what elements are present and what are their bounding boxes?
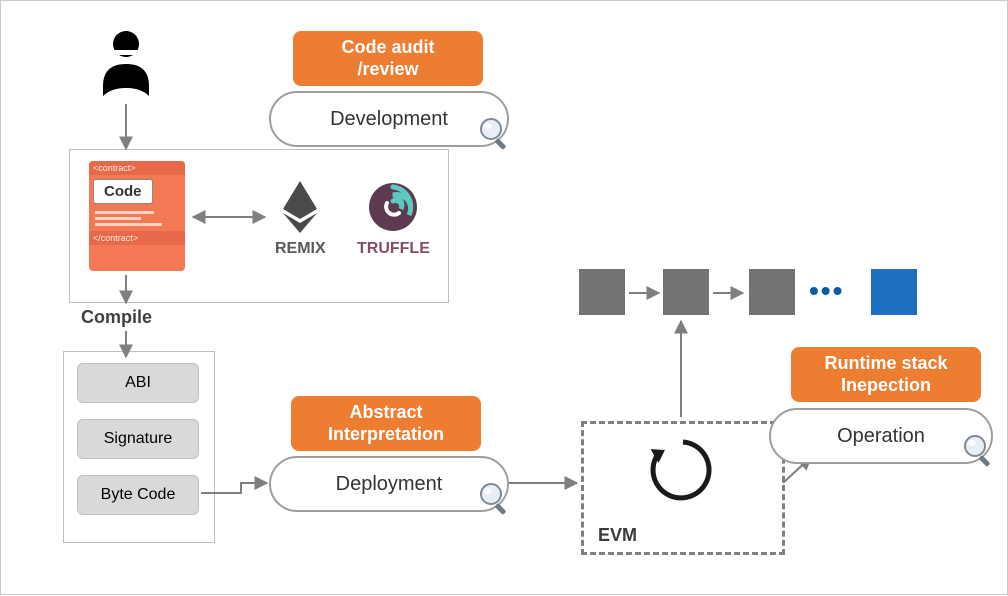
ellipsis-icon: ••• — [809, 275, 844, 307]
output-bytecode-label: Byte Code — [101, 486, 176, 504]
evm-label: EVM — [598, 525, 637, 546]
pill-development: Development — [269, 91, 509, 147]
evm-box: EVM — [581, 421, 785, 555]
tag-abstract-line2: Interpretation — [303, 424, 469, 446]
tag-code-audit: Code audit /review — [293, 31, 483, 86]
truffle-tool: TRUFFLE — [357, 179, 430, 258]
magnifier-icon — [477, 115, 513, 151]
block-3 — [749, 269, 795, 315]
tag-abstract-interp: Abstract Interpretation — [291, 396, 481, 451]
tag-runtime-line2: Inepection — [803, 375, 969, 397]
output-bytecode: Byte Code — [77, 475, 199, 515]
contract-code-chip: <contract> Code </contract> — [89, 161, 185, 271]
pill-development-label: Development — [330, 108, 448, 131]
remix-tool: REMIX — [275, 179, 326, 258]
tag-code-audit-line2: /review — [305, 59, 471, 81]
tag-abstract-line1: Abstract — [303, 402, 469, 424]
remix-label: REMIX — [275, 240, 326, 258]
contract-footer: </contract> — [89, 231, 185, 245]
ethereum-icon — [275, 179, 325, 235]
magnifier-icon — [477, 480, 513, 516]
contract-header: <contract> — [89, 161, 185, 175]
output-abi-label: ABI — [125, 374, 151, 392]
diagram-canvas: <contract> Code </contract> REMIX TRUFFL… — [0, 0, 1008, 595]
truffle-icon — [365, 179, 421, 235]
output-abi: ABI — [77, 363, 199, 403]
block-new — [871, 269, 917, 315]
code-badge: Code — [93, 179, 153, 204]
output-signature-label: Signature — [104, 430, 173, 448]
cycle-icon — [584, 424, 782, 524]
block-2 — [663, 269, 709, 315]
tag-code-audit-line1: Code audit — [305, 37, 471, 59]
tag-runtime-line1: Runtime stack — [803, 353, 969, 375]
pill-operation-label: Operation — [837, 425, 925, 448]
magnifier-icon — [961, 432, 997, 468]
truffle-label: TRUFFLE — [357, 240, 430, 258]
block-1 — [579, 269, 625, 315]
pill-deployment-label: Deployment — [336, 473, 443, 496]
pill-deployment: Deployment — [269, 456, 509, 512]
user-icon — [91, 26, 161, 107]
compile-label: Compile — [81, 307, 152, 328]
tag-runtime: Runtime stack Inepection — [791, 347, 981, 402]
pill-operation: Operation — [769, 408, 993, 464]
output-signature: Signature — [77, 419, 199, 459]
